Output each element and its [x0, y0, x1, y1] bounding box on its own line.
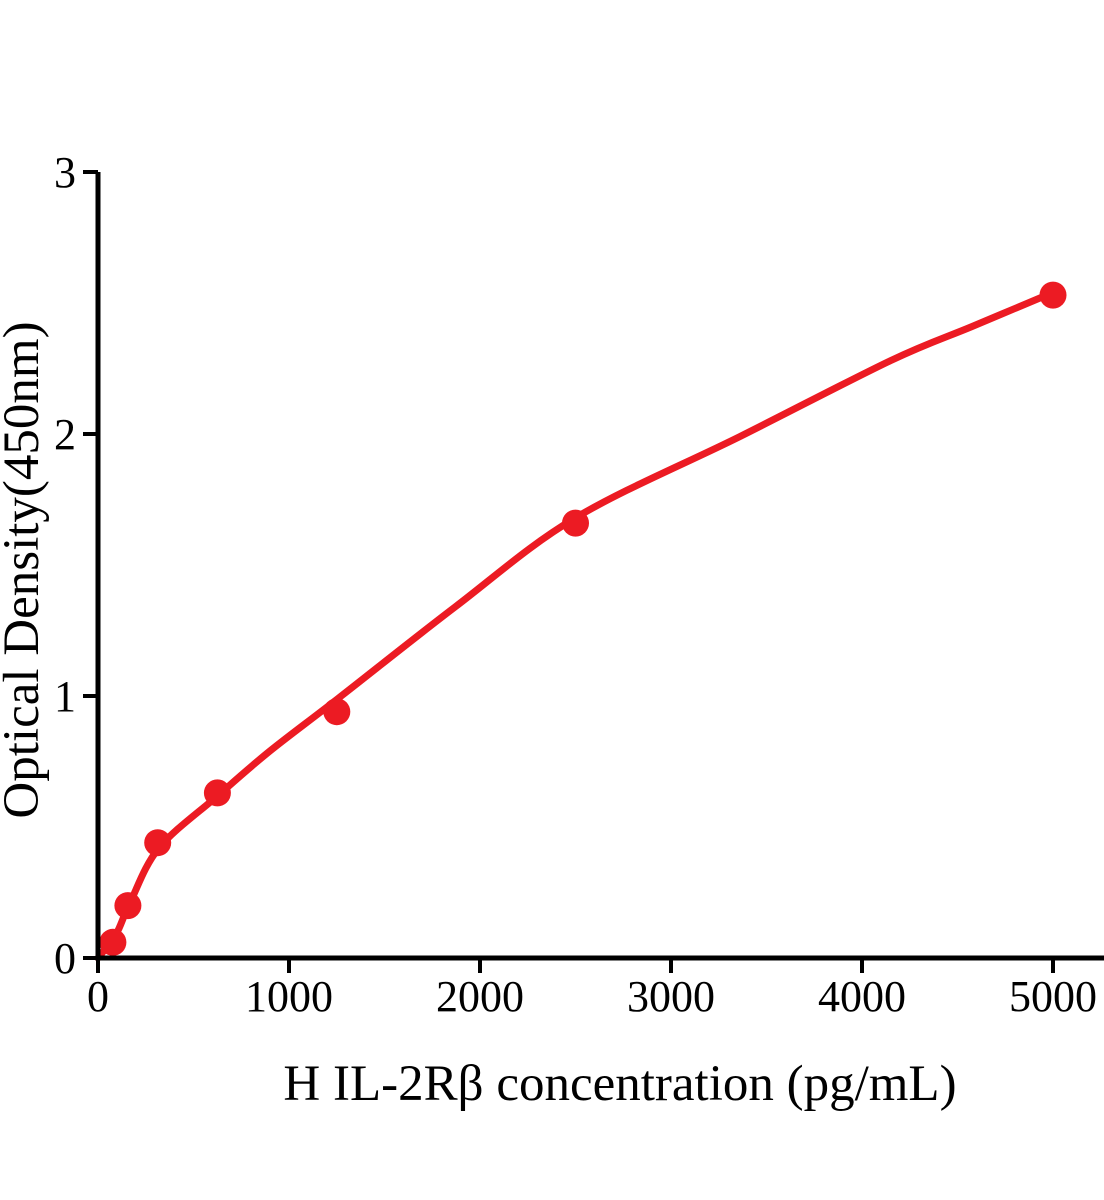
y-tick-label: 2 [54, 410, 76, 459]
data-point [114, 892, 142, 920]
y-axis-title: Optical Density(450nm) [0, 321, 50, 818]
y-tick-label: 3 [54, 148, 76, 197]
data-point [323, 698, 351, 726]
data-point [203, 779, 231, 807]
x-tick-label: 0 [87, 972, 109, 1021]
data-point [562, 509, 589, 537]
x-tick-label: 1000 [245, 972, 333, 1021]
x-tick-label: 5000 [1009, 972, 1097, 1021]
data-point [144, 829, 172, 857]
y-tick-label: 1 [54, 672, 76, 721]
x-tick-label: 4000 [818, 972, 906, 1021]
plot-root: 0 1000 2000 3000 4000 5000 0 1 2 3 [54, 148, 1104, 1021]
x-tick-label: 2000 [436, 972, 524, 1021]
x-tick-label: 3000 [627, 972, 715, 1021]
x-axis-title: H IL-2Rβ concentration (pg/mL) [283, 1056, 956, 1112]
data-point [1039, 281, 1067, 309]
y-tick-label: 0 [54, 934, 76, 983]
data-point [99, 928, 127, 956]
fit-curve-line [94, 289, 1057, 962]
